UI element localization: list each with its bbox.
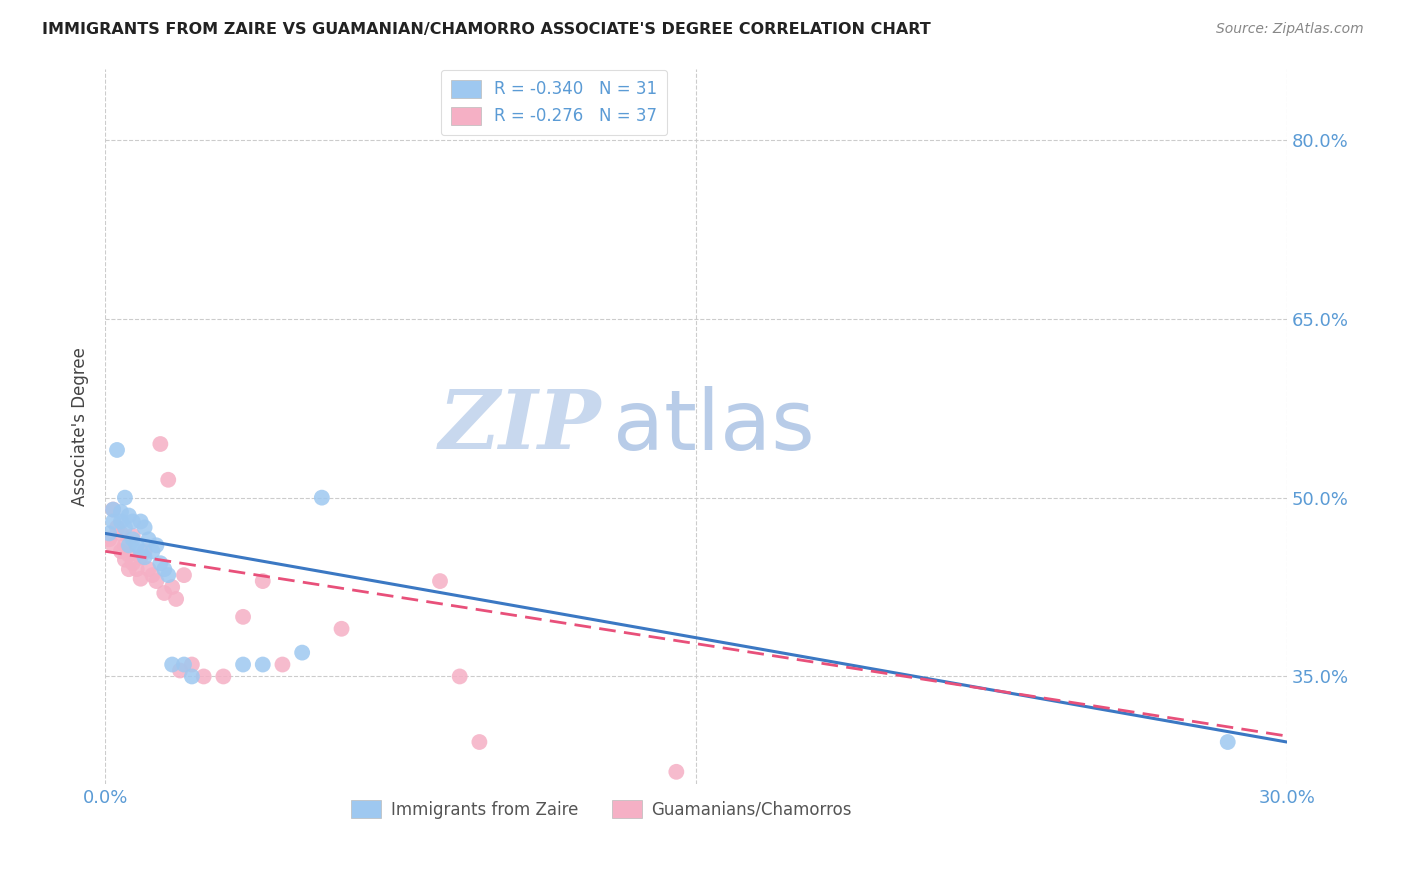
Point	[101, 538, 124, 552]
Point	[141, 544, 163, 558]
Point	[138, 533, 160, 547]
Point	[153, 562, 176, 576]
Point	[129, 515, 152, 529]
Text: atlas: atlas	[613, 385, 815, 467]
Point	[134, 544, 156, 558]
Point	[125, 562, 148, 576]
Point	[101, 515, 124, 529]
Point	[212, 669, 235, 683]
Point	[291, 646, 314, 660]
Point	[110, 515, 132, 529]
Legend: Immigrants from Zaire, Guamanians/Chamorros: Immigrants from Zaire, Guamanians/Chamor…	[344, 794, 859, 825]
Point	[160, 657, 183, 672]
Text: IMMIGRANTS FROM ZAIRE VS GUAMANIAN/CHAMORRO ASSOCIATE'S DEGREE CORRELATION CHART: IMMIGRANTS FROM ZAIRE VS GUAMANIAN/CHAMO…	[42, 22, 931, 37]
Point	[173, 568, 195, 582]
Point	[232, 610, 254, 624]
Point	[121, 556, 143, 570]
Point	[121, 529, 143, 543]
Text: ZIP: ZIP	[439, 386, 602, 467]
Point	[114, 538, 136, 552]
Point	[98, 533, 121, 547]
Point	[157, 473, 180, 487]
Point	[101, 502, 124, 516]
Point	[468, 735, 491, 749]
Y-axis label: Associate's Degree: Associate's Degree	[72, 347, 89, 506]
Point	[169, 664, 191, 678]
Point	[271, 657, 294, 672]
Point	[110, 526, 132, 541]
Point	[129, 544, 152, 558]
Point	[125, 538, 148, 552]
Point	[252, 657, 274, 672]
Point	[118, 538, 141, 552]
Point	[165, 591, 187, 606]
Point	[449, 669, 471, 683]
Point	[121, 515, 143, 529]
Point	[110, 505, 132, 519]
Point	[180, 669, 202, 683]
Point	[134, 520, 156, 534]
Point	[665, 764, 688, 779]
Point	[145, 574, 167, 588]
Point	[101, 502, 124, 516]
Point	[160, 580, 183, 594]
Point	[121, 533, 143, 547]
Point	[138, 562, 160, 576]
Point	[180, 657, 202, 672]
Point	[114, 491, 136, 505]
Point	[105, 520, 128, 534]
Point	[105, 442, 128, 457]
Point	[157, 568, 180, 582]
Point	[311, 491, 333, 505]
Point	[330, 622, 353, 636]
Point	[98, 526, 121, 541]
Point	[118, 508, 141, 523]
Point	[114, 552, 136, 566]
Point	[141, 568, 163, 582]
Point	[149, 437, 172, 451]
Point	[110, 544, 132, 558]
Point	[145, 538, 167, 552]
Point	[129, 550, 152, 565]
Point	[173, 657, 195, 672]
Text: Source: ZipAtlas.com: Source: ZipAtlas.com	[1216, 22, 1364, 37]
Point	[1216, 735, 1239, 749]
Point	[118, 562, 141, 576]
Point	[129, 572, 152, 586]
Point	[149, 556, 172, 570]
Point	[193, 669, 215, 683]
Point	[118, 548, 141, 562]
Point	[134, 550, 156, 565]
Point	[429, 574, 451, 588]
Point	[114, 520, 136, 534]
Point	[153, 586, 176, 600]
Point	[232, 657, 254, 672]
Point	[252, 574, 274, 588]
